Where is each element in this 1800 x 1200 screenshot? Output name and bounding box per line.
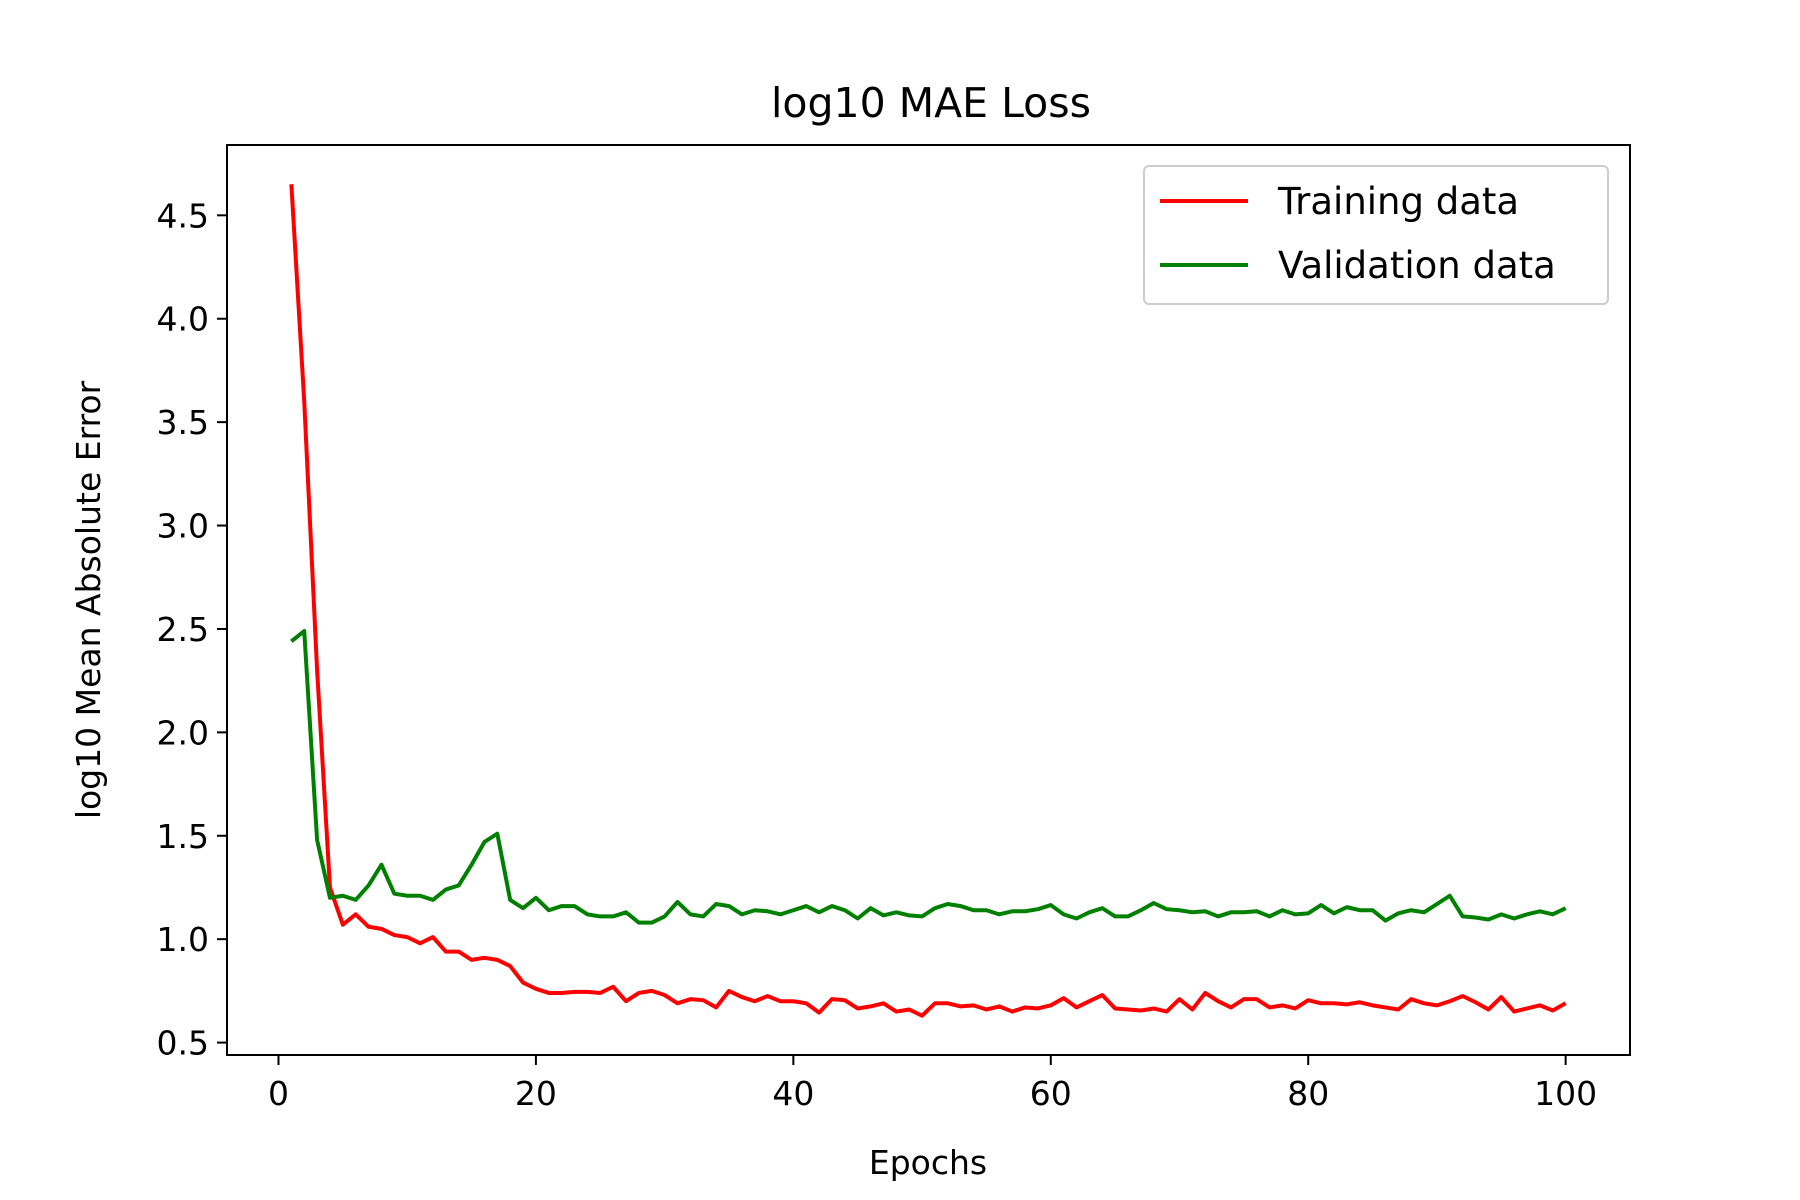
x-tick-label: 0 <box>268 1074 289 1113</box>
x-tick-label: 40 <box>772 1074 814 1113</box>
plot-area <box>226 144 1631 1056</box>
plot-frame <box>226 144 1631 1056</box>
y-tick-label: 0.5 <box>157 1024 209 1063</box>
y-tick-label: 3.5 <box>157 403 209 442</box>
y-tick-label: 1.5 <box>157 817 209 856</box>
series-line-training <box>289 184 1567 1018</box>
y-tick-label: 2.5 <box>157 610 209 649</box>
x-axis: 0 20 40 60 80 100 <box>268 1055 1597 1113</box>
y-axis: 0.5 1.0 1.5 2.0 2.5 3.0 3.5 4.0 4.5 <box>157 196 227 1063</box>
y-tick-label: 4.5 <box>157 196 209 235</box>
y-axis-label: log10 Mean Absolute Error <box>69 380 108 819</box>
series-layer <box>289 184 1567 1018</box>
x-tick-label: 80 <box>1287 1074 1329 1113</box>
x-tick-label: 20 <box>515 1074 557 1113</box>
x-axis-label: Epochs <box>869 1143 987 1182</box>
legend-label-training: Training data <box>1277 180 1519 223</box>
series-line-validation <box>290 629 1567 925</box>
x-tick-label: 60 <box>1030 1074 1072 1113</box>
chart-title: log10 MAE Loss <box>771 79 1091 127</box>
legend: Training data Validation data <box>1143 165 1609 305</box>
legend-label-validation: Validation data <box>1278 244 1556 287</box>
x-tick-label: 100 <box>1534 1074 1597 1113</box>
y-tick-label: 1.0 <box>157 920 209 959</box>
legend-box <box>1143 165 1609 305</box>
y-tick-label: 4.0 <box>157 300 209 339</box>
y-tick-label: 3.0 <box>157 507 209 546</box>
y-tick-label: 2.0 <box>157 713 209 752</box>
